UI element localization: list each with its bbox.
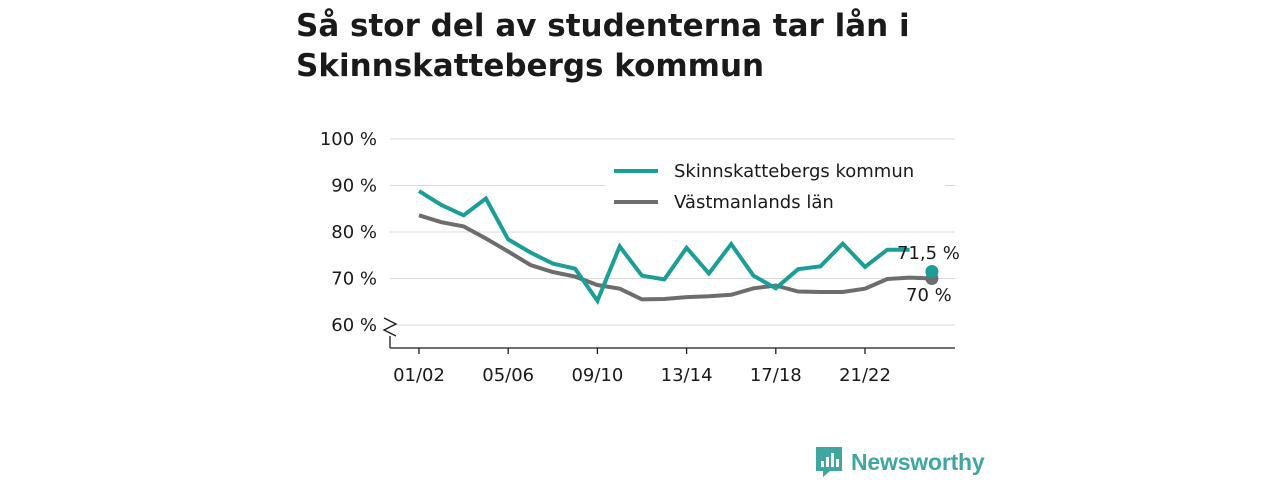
chart-title: Så stor del av studenterna tar lån i Ski… <box>296 8 910 84</box>
end-labels: 71,5 % 70 % <box>897 243 960 306</box>
x-tick-label: 21/22 <box>839 365 891 386</box>
x-axis: 01/02 05/06 09/10 13/14 17/18 21/22 <box>382 317 955 386</box>
series-line <box>417 189 910 305</box>
legend-background <box>605 156 945 218</box>
y-tick-label: 60 % <box>331 315 377 336</box>
brand-name: Newsworthy <box>851 448 985 475</box>
axis-break-icon <box>382 317 398 337</box>
x-tick-label: 05/06 <box>482 365 534 386</box>
y-tick-label: 90 % <box>331 176 377 197</box>
data-point <box>925 265 939 279</box>
series-line <box>418 213 932 302</box>
x-tick-label: 01/02 <box>393 365 445 386</box>
x-tick-label: 13/14 <box>661 365 713 386</box>
y-tick-label: 80 % <box>331 222 377 243</box>
newsworthy-logo: Newsworthy <box>815 446 985 478</box>
line-chart: 60 % 70 % 80 % 90 % 100 % 01/02 05/06 09/10 13/… <box>320 129 960 386</box>
newsworthy-logo-icon <box>816 447 842 477</box>
end-label: 71,5 % <box>897 243 960 264</box>
y-tick-label: 70 % <box>331 269 377 290</box>
series-lines <box>417 189 939 305</box>
x-tick-label: 17/18 <box>750 365 802 386</box>
end-label: 70 % <box>906 285 952 306</box>
legend: Skinnskattebergs kommun Västmanlands län <box>605 156 945 218</box>
y-tick-label: 100 % <box>320 129 377 150</box>
legend-label: Skinnskattebergs kommun <box>674 161 914 182</box>
y-axis-tick-labels: 60 % 70 % 80 % 90 % 100 % <box>320 129 377 336</box>
x-tick-label: 09/10 <box>571 365 623 386</box>
legend-label: Västmanlands län <box>674 192 834 213</box>
